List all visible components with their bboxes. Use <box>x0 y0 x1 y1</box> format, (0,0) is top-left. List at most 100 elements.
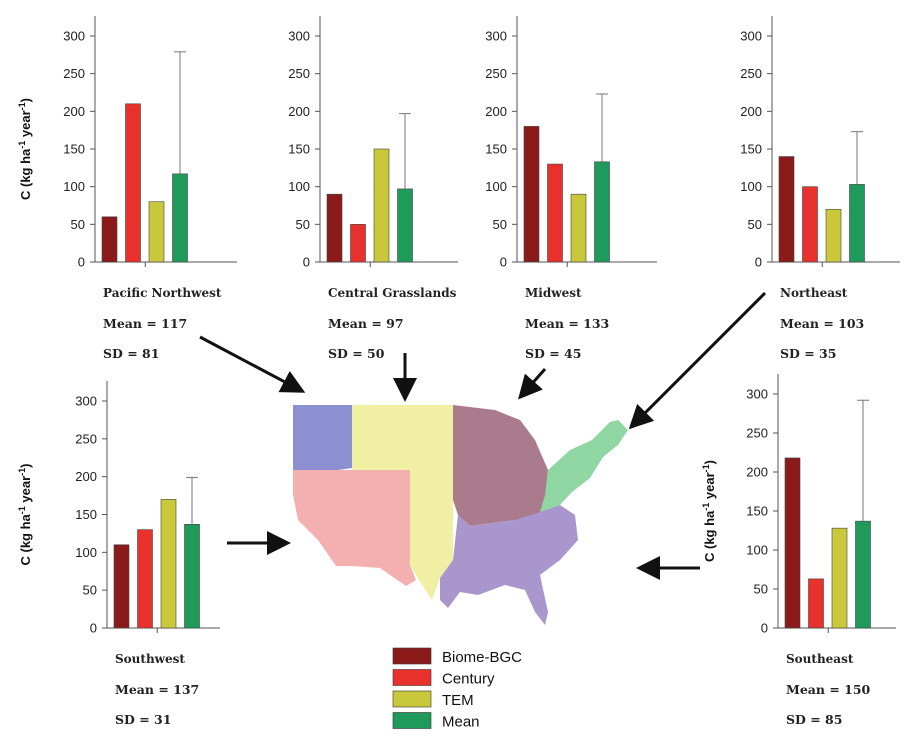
map-region-southwest <box>293 470 416 586</box>
y-axis-title-sup1: -1 <box>17 141 27 149</box>
bar-mean <box>594 161 610 263</box>
y-axis-title: C (kg ha-1 year-1) <box>17 98 33 200</box>
legend: Biome-BGC Century TEM Mean <box>392 647 522 731</box>
y-tick-label: 250 <box>746 426 768 441</box>
bar-biomebgc <box>113 544 130 629</box>
bar-century <box>350 224 366 263</box>
bar-mean <box>172 173 188 263</box>
bar-mean <box>184 524 200 629</box>
y-tick-label: 300 <box>746 387 768 402</box>
y-axis-title: C (kg ha-1 year-1) <box>17 463 33 565</box>
y-tick-label: 0 <box>500 255 507 270</box>
y-tick-label: 300 <box>740 29 762 44</box>
y-tick-label: 200 <box>63 104 85 119</box>
region-sd: SD = 50 <box>328 346 385 361</box>
y-tick-label: 50 <box>83 583 97 598</box>
bar-century <box>125 103 141 263</box>
bar-tem <box>373 148 390 263</box>
map-region-pacific-northwest <box>293 405 352 470</box>
region-name: Southwest <box>115 652 185 666</box>
region-sd: SD = 31 <box>115 712 171 727</box>
y-tick-label: 150 <box>740 142 762 157</box>
y-tick-label: 100 <box>75 545 97 560</box>
legend-label-0: Biome-BGC <box>442 649 522 666</box>
bar-century <box>547 163 563 263</box>
map-region-northeast <box>540 420 628 512</box>
bar-tem <box>148 201 165 263</box>
y-tick-label: 150 <box>485 142 507 157</box>
y-axis-title-sup1: -1 <box>17 506 27 514</box>
region-mean: Mean = 133 <box>525 316 609 331</box>
bar-biomebgc <box>523 126 540 263</box>
y-axis-title: C (kg ha-1 year-1) <box>701 460 717 562</box>
y-tick-label: 100 <box>63 179 85 194</box>
region-mean: Mean = 150 <box>786 682 871 697</box>
legend-label-2: TEM <box>442 692 474 709</box>
legend-label-1: Century <box>442 671 495 688</box>
y-tick-label: 300 <box>288 29 310 44</box>
y-axis-title-end: ) <box>702 460 717 464</box>
bar-biomebgc <box>101 216 118 263</box>
y-axis-title-mid: year <box>18 476 33 506</box>
map-region-central-grasslands <box>352 405 453 600</box>
y-tick-label: 250 <box>75 431 97 446</box>
region-mean: Mean = 103 <box>780 316 864 331</box>
y-tick-label: 150 <box>288 142 310 157</box>
legend-swatch-0 <box>392 647 432 665</box>
y-tick-label: 0 <box>761 621 768 636</box>
y-tick-label: 0 <box>90 621 97 636</box>
y-tick-label: 300 <box>63 29 85 44</box>
region-sd: SD = 35 <box>780 346 836 361</box>
region-sd: SD = 85 <box>786 712 842 727</box>
y-axis-title-main: C (kg ha <box>18 513 33 565</box>
y-tick-label: 100 <box>485 179 507 194</box>
y-tick-label: 0 <box>303 255 310 270</box>
bar-tem <box>160 499 177 629</box>
y-tick-label: 100 <box>746 543 768 558</box>
region-name: Northeast <box>780 286 848 300</box>
y-tick-label: 200 <box>75 469 97 484</box>
y-axis-title-end: ) <box>18 463 33 467</box>
legend-swatch-1 <box>392 669 432 686</box>
y-tick-label: 50 <box>754 582 768 597</box>
bar-biomebgc <box>778 156 795 263</box>
y-tick-label: 150 <box>746 504 768 519</box>
y-tick-label: 50 <box>493 217 507 232</box>
y-tick-label: 150 <box>63 142 85 157</box>
region-sd: SD = 45 <box>525 346 581 361</box>
bar-tem <box>570 193 587 263</box>
y-tick-label: 300 <box>485 29 507 44</box>
y-tick-label: 200 <box>485 104 507 119</box>
y-tick-label: 200 <box>740 104 762 119</box>
arrow-3 <box>628 291 767 430</box>
bar-mean <box>855 520 871 629</box>
y-tick-label: 50 <box>296 217 310 232</box>
y-tick-label: 200 <box>746 465 768 480</box>
region-mean: Mean = 117 <box>103 316 187 331</box>
bar-century <box>802 186 818 263</box>
bar-tem <box>831 527 848 629</box>
bar-biomebgc <box>326 193 343 263</box>
chart-panel-3: 0 50 100 150 200 250 300 Northeast Mean = 103 SD … <box>740 16 900 361</box>
y-tick-label: 300 <box>75 394 97 409</box>
y-axis-title-main: C (kg ha <box>18 148 33 200</box>
bar-mean <box>397 188 413 263</box>
y-axis-title-sup2: -1 <box>701 464 711 472</box>
legend-label-3: Mean <box>442 714 480 731</box>
y-tick-label: 100 <box>740 179 762 194</box>
y-tick-label: 250 <box>63 66 85 81</box>
y-axis-title-main: C (kg ha <box>702 510 717 562</box>
y-tick-label: 250 <box>485 66 507 81</box>
bar-century <box>808 578 824 629</box>
region-name: Midwest <box>525 286 582 300</box>
y-tick-label: 150 <box>75 507 97 522</box>
y-axis-title-sup2: -1 <box>17 468 27 476</box>
region-mean: Mean = 137 <box>115 682 199 697</box>
y-axis-title-sup1: -1 <box>701 503 711 511</box>
y-axis-title-mid: year <box>18 110 33 140</box>
arrows <box>199 291 767 580</box>
y-axis-title-mid: year <box>702 472 717 502</box>
